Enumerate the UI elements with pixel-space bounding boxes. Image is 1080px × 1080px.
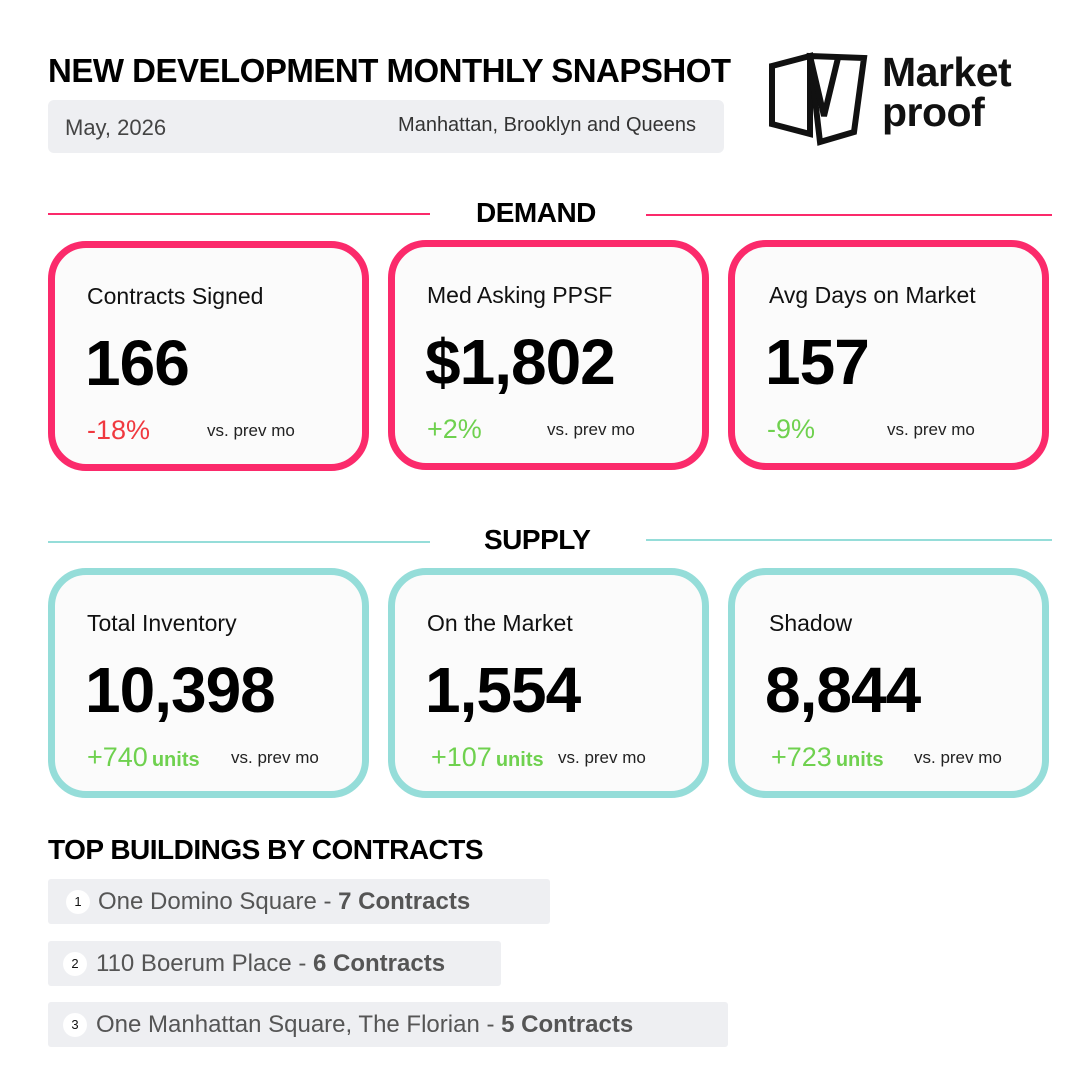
top-building-item: 1 One Domino Square - 7 Contracts xyxy=(48,879,550,924)
card-comparison-label: vs. prev mo xyxy=(231,748,319,767)
separator: - xyxy=(479,1011,502,1038)
building-name: One Manhattan Square, The Florian xyxy=(96,1011,480,1038)
card-value: 1,554 xyxy=(425,654,581,726)
change-unit: units xyxy=(495,749,544,771)
shadow-inventory-card: Shadow 8,844 +723 units vs. prev mo xyxy=(728,568,1049,798)
card-comparison-label: vs. prev mo xyxy=(207,421,295,440)
change-unit: units xyxy=(835,749,884,771)
avg-days-on-market-card: Avg Days on Market 157 -9% vs. prev mo xyxy=(728,240,1049,470)
building-entry: One Domino Square - 7 Contracts xyxy=(98,888,470,916)
top-building-item: 2 110 Boerum Place - 6 Contracts xyxy=(48,941,501,986)
demand-rule-left xyxy=(48,213,430,215)
median-asking-ppsf-card: Med Asking PPSF $1,802 +2% vs. prev mo xyxy=(388,240,709,470)
building-entry: 110 Boerum Place - 6 Contracts xyxy=(96,950,445,978)
supply-section-title: SUPPLY xyxy=(484,524,591,555)
card-comparison-label: vs. prev mo xyxy=(914,748,1002,767)
top-building-item: 3 One Manhattan Square, The Florian - 5 … xyxy=(48,1002,728,1047)
change-unit: units xyxy=(151,749,200,771)
card-change: +2% xyxy=(427,414,482,444)
building-entry: One Manhattan Square, The Florian - 5 Co… xyxy=(96,1011,633,1039)
contracts-signed-card: Contracts Signed 166 -18% vs. prev mo xyxy=(48,241,369,471)
logo-word-1: Market xyxy=(882,49,1012,95)
folded-panels-logo-icon xyxy=(769,52,868,146)
card-label: Total Inventory xyxy=(87,610,237,636)
card-label: Contracts Signed xyxy=(87,283,264,309)
supply-rule-left xyxy=(48,541,430,543)
contract-count: 5 Contracts xyxy=(501,1011,634,1038)
change-amount: +107 xyxy=(431,742,492,772)
report-region: Manhattan, Brooklyn and Queens xyxy=(398,114,696,136)
card-change: -18% xyxy=(87,415,151,445)
card-label: On the Market xyxy=(427,610,573,636)
card-comparison-label: vs. prev mo xyxy=(547,420,635,439)
card-change: -9% xyxy=(767,414,816,444)
card-value: 166 xyxy=(85,327,190,399)
card-change: +740 units xyxy=(87,742,200,773)
card-value: $1,802 xyxy=(425,326,616,398)
total-inventory-card: Total Inventory 10,398 +740 units vs. pre… xyxy=(48,568,369,798)
card-comparison-label: vs. prev mo xyxy=(887,420,975,439)
rank-badge: 2 xyxy=(63,952,87,976)
marketproof-logo: Market proof xyxy=(768,52,1048,148)
report-date: May, 2026 xyxy=(65,115,167,140)
building-name: 110 Boerum Place xyxy=(96,950,292,977)
card-value: 10,398 xyxy=(85,654,276,726)
demand-rule-right xyxy=(646,214,1052,216)
logo-word-2: proof xyxy=(882,89,985,135)
card-label: Shadow xyxy=(769,610,853,636)
card-value: 157 xyxy=(765,326,870,398)
building-name: One Domino Square xyxy=(98,888,317,915)
card-label: Med Asking PPSF xyxy=(427,282,613,308)
on-the-market-card: On the Market 1,554 +107 units vs. prev m… xyxy=(388,568,709,798)
change-amount: +740 xyxy=(87,742,148,772)
supply-rule-right xyxy=(646,539,1052,541)
card-comparison-label: vs. prev mo xyxy=(558,748,646,767)
card-change: +723 units xyxy=(771,742,884,773)
card-change: +107 units xyxy=(431,742,544,773)
contract-count: 6 Contracts xyxy=(313,950,446,977)
demand-section-title: DEMAND xyxy=(476,197,596,228)
contract-count: 7 Contracts xyxy=(338,888,471,915)
report-info-bar: May, 2026 Manhattan, Brooklyn and Queens xyxy=(48,100,724,153)
top-buildings-title: TOP BUILDINGS BY CONTRACTS xyxy=(48,834,484,865)
rank-badge: 1 xyxy=(66,890,90,914)
rank-badge: 3 xyxy=(63,1013,87,1037)
change-amount: +723 xyxy=(771,742,832,772)
card-value: 8,844 xyxy=(765,654,921,726)
card-label: Avg Days on Market xyxy=(769,282,976,308)
separator: - xyxy=(316,888,339,915)
logo-wordmark: Market proof xyxy=(882,49,1012,135)
page-title: NEW DEVELOPMENT MONTHLY SNAPSHOT xyxy=(48,52,731,89)
separator: - xyxy=(291,950,313,977)
